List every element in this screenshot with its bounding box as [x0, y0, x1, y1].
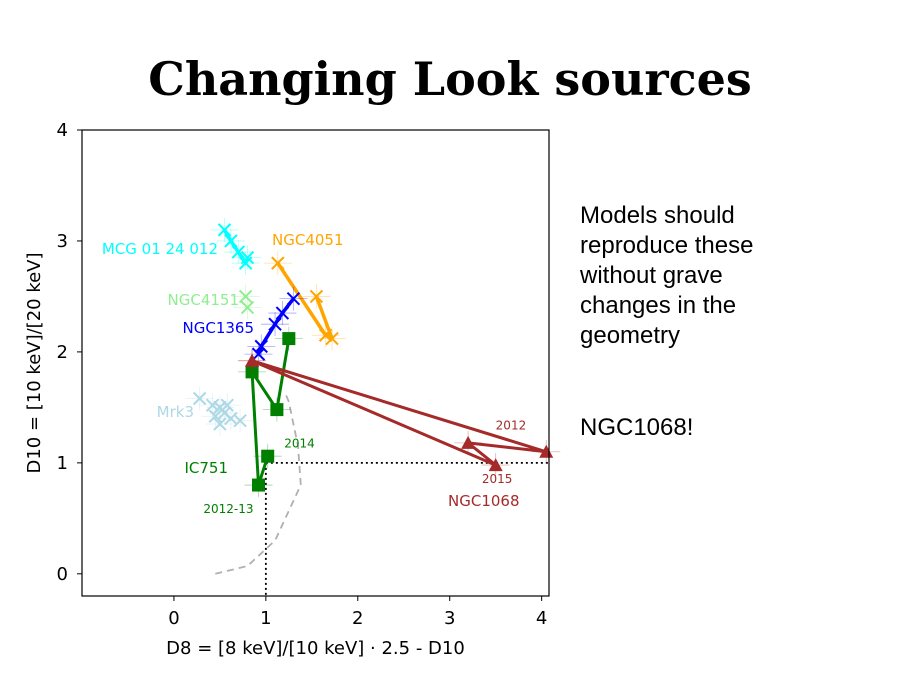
annotation-2012-13: 2012-13 — [203, 502, 253, 516]
series-label-ngc4151: NGC4151 — [168, 291, 240, 309]
y-tick-label: 4 — [57, 120, 68, 141]
data-point — [240, 250, 255, 265]
data-point — [224, 234, 238, 248]
series-labels-layer: MCG 01 24 012 NGC4051 NGC4151 NGC1365 Mrk3 IC… — [102, 231, 520, 510]
series-label-ngc1365: NGC1365 — [183, 319, 255, 337]
y-tick-label: 0 — [57, 564, 68, 585]
data-point — [275, 306, 290, 320]
data-point — [309, 289, 324, 304]
data-point — [238, 289, 253, 304]
data-point — [192, 391, 207, 406]
data-point — [318, 328, 333, 342]
x-tick-label: 1 — [260, 608, 271, 629]
series-mrk3 — [185, 386, 255, 437]
plot-frame — [81, 129, 550, 597]
series-line — [276, 262, 334, 341]
data-point — [220, 398, 234, 412]
data-point — [213, 417, 227, 431]
x-tick-label: 2 — [352, 608, 363, 629]
data-point — [325, 331, 339, 346]
annotation-2014: 2014 — [284, 436, 315, 450]
y-tick-label: 1 — [57, 453, 68, 474]
series-ngc4051 — [263, 251, 347, 351]
series-label-mrk3: Mrk3 — [157, 403, 194, 421]
series-label-ngc1068: NGC1068 — [448, 492, 520, 510]
data-point — [231, 245, 245, 259]
data-point — [488, 458, 503, 472]
data-point — [539, 444, 554, 458]
series-label-ic751: IC751 — [184, 459, 228, 477]
series-layer — [185, 217, 561, 498]
data-point — [245, 353, 260, 367]
data-point — [286, 291, 301, 306]
series-label-mcg-01-24-012: MCG 01 24 012 — [102, 240, 218, 258]
ngc1068-note: NGC1068! — [580, 414, 694, 441]
data-point — [461, 435, 476, 449]
data-point — [261, 449, 275, 463]
data-point — [268, 317, 282, 331]
series-mcg-01-24-012 — [210, 217, 262, 276]
data-point — [208, 409, 223, 423]
data-point — [240, 300, 255, 315]
x-tick-label: 4 — [536, 608, 547, 629]
data-point — [254, 339, 268, 354]
x-tick-label: 0 — [168, 608, 179, 629]
series-label-ngc4051: NGC4051 — [272, 231, 344, 249]
data-point — [245, 365, 259, 379]
data-point — [217, 223, 232, 237]
slide-title: Changing Look sources — [148, 52, 752, 106]
series-ngc1068 — [238, 348, 561, 478]
boundary-curve — [215, 390, 302, 575]
reference-lines-layer — [264, 461, 549, 596]
series-ic751 — [238, 326, 303, 498]
data-point — [233, 413, 247, 428]
annotations-layer: 2014 2012-13 2012 2015 — [203, 419, 526, 516]
x-tick-label: 3 — [444, 608, 455, 629]
boundary-curve-layer — [215, 390, 302, 575]
models-note: Models should reproduce these without gr… — [580, 202, 754, 349]
data-point — [271, 256, 285, 270]
data-point — [205, 398, 220, 412]
series-ngc4151 — [231, 284, 262, 320]
y-tick-label: 3 — [57, 231, 68, 252]
data-point — [252, 478, 266, 492]
y-tick-label: 2 — [57, 342, 68, 363]
annotation-2012: 2012 — [496, 419, 527, 433]
x-axis-label: D8 = [8 keV]/[10 keV] · 2.5 - D10 — [166, 638, 465, 659]
data-point — [282, 332, 296, 346]
y-axis-label: D10 = [10 keV]/[20 keV] — [24, 252, 45, 473]
annotation-2015: 2015 — [482, 472, 513, 486]
data-point — [251, 347, 266, 361]
series-ngc1365 — [244, 286, 308, 367]
ticks-layer: 0 1 2 3 4 0 1 2 3 4 — [57, 120, 548, 629]
data-point — [270, 403, 284, 417]
